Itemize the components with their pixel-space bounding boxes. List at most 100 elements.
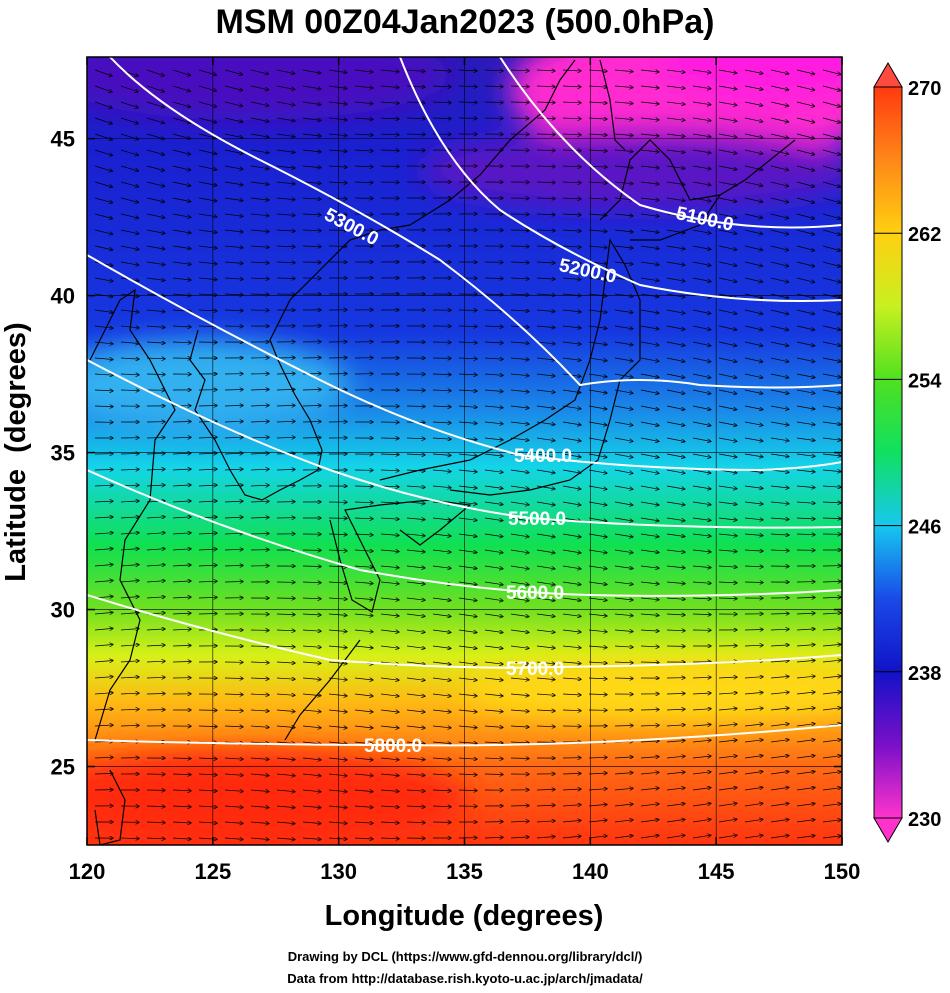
wind-vector [666,598,685,599]
wind-vector [146,310,165,312]
wind-vector [94,229,113,234]
wind-vector [640,373,659,377]
wind-vector [692,405,711,410]
wind-vector [744,566,763,567]
wind-vector [588,533,607,537]
wind-vector [796,534,815,535]
wind-vector [406,534,425,536]
wind-vector [120,229,139,234]
wind-vector [380,598,399,600]
wind-vector [172,437,191,438]
wind-vector [406,645,425,648]
wind-vector [770,325,789,330]
wind-vector [744,518,763,520]
wind-vector [146,245,165,249]
wind-vector [458,645,477,648]
y-tick-label: 40 [51,284,75,309]
wind-vector [94,165,112,171]
wind-vector [614,246,633,248]
wind-vector [536,549,555,553]
wind-vector [120,293,139,296]
wind-vector [198,149,217,154]
wind-vector [484,694,503,696]
wind-vector [692,245,711,249]
wind-vector [120,101,138,108]
wind-vector [588,341,607,345]
wind-vector [354,694,373,696]
wind-vector [562,341,581,344]
wind-vector [484,86,503,87]
wind-vector [94,245,113,250]
wind-vector [588,565,607,569]
wind-vector [692,453,711,457]
colorbar-extend-max [873,62,903,88]
wind-vector [172,294,191,296]
wind-vector [588,182,607,183]
wind-vector [666,85,685,88]
wind-vector [588,373,607,377]
wind-vector [744,453,763,457]
wind-vector [510,262,529,263]
wind-vector [172,197,191,202]
wind-vector [458,358,477,359]
wind-vector [432,677,451,680]
wind-vector [536,501,555,505]
wind-vector [822,117,840,123]
wind-vector [250,165,269,169]
wind-vector [692,309,711,314]
wind-vector [432,470,451,472]
wind-vector [640,710,659,711]
wind-vector [666,293,685,297]
wind-vector [120,342,139,344]
wind-vector [666,437,685,442]
wind-vector [458,694,477,696]
wind-vector [302,198,321,199]
wind-vector [822,389,841,393]
wind-vector [224,69,242,75]
wind-vector [484,661,503,664]
wind-vector [146,485,165,486]
wind-vector [120,469,139,470]
wind-vector [120,358,139,359]
wind-vector [250,501,269,502]
wind-vector [276,374,295,375]
wind-vector [120,85,138,92]
wind-vector [120,213,139,218]
wind-vector [692,341,711,346]
wind-vector [744,437,763,441]
wind-vector [614,70,633,72]
wind-vector [640,646,659,647]
wind-vector [276,614,295,615]
wind-vector [198,262,217,264]
wind-vector [328,694,347,696]
wind-vector [614,614,633,616]
wind-vector [276,469,295,470]
wind-vector [94,390,113,391]
wind-vector [354,70,373,72]
wind-vector [380,134,399,135]
wind-vector [640,469,659,473]
wind-vector [770,661,789,662]
wind-vector [250,453,269,454]
wind-vector [172,565,191,566]
wind-vector [198,165,217,170]
wind-vector [666,533,685,537]
wind-vector [744,357,763,362]
wind-vector [432,390,451,391]
wind-vector [250,485,269,486]
wind-vector [640,134,659,136]
wind-vector [640,662,659,663]
wind-vector [614,86,633,88]
wind-vector [796,277,815,282]
wind-vector [744,325,763,330]
wind-vector [822,470,841,472]
wind-vector [276,630,295,631]
wind-vector [640,501,659,505]
wind-vector [94,374,113,375]
wind-vector [562,597,581,601]
wind-vector [172,501,191,502]
wind-vector [822,437,841,440]
wind-vector [796,181,814,187]
wind-vector [718,453,737,457]
wind-vector [172,662,191,663]
